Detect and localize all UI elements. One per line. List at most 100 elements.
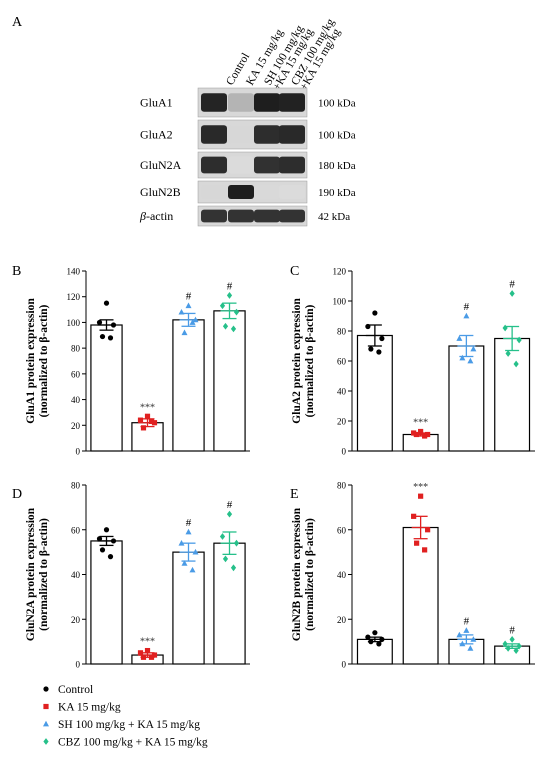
data-point [379, 335, 385, 342]
y-axis-label: GluA2 protein expression(normalized to β… [291, 298, 316, 424]
blot-protein-label: GluA2 [140, 128, 173, 142]
legend-circle-marker [43, 686, 49, 692]
blot-band [254, 156, 280, 174]
significance-label: *** [140, 402, 155, 413]
data-point [230, 564, 237, 572]
y-tick-label: 100 [333, 297, 347, 307]
blot-band [254, 93, 280, 112]
significance-label: # [186, 517, 192, 529]
blot-row: GluN2B 190 kDa [140, 180, 356, 204]
data-point [96, 536, 103, 542]
data-point [226, 510, 233, 518]
data-point [502, 640, 508, 648]
data-point [96, 319, 103, 326]
data-point [189, 319, 196, 325]
data-point [425, 527, 431, 533]
data-point [502, 324, 508, 332]
y-tick-label: 0 [342, 447, 347, 457]
blot-band [201, 209, 227, 223]
data-point [513, 647, 519, 654]
blot-protein-label: GluA1 [140, 96, 173, 110]
data-point [365, 634, 371, 640]
data-point [107, 554, 114, 560]
blot-protein-label: β-actin [139, 209, 173, 223]
data-point [456, 335, 463, 341]
data-point [425, 431, 431, 438]
data-point [151, 420, 158, 426]
blot-band [279, 209, 305, 223]
legend-label: SH 100 mg/kg + KA 15 mg/kg [58, 719, 200, 731]
data-point [178, 308, 185, 315]
y-tick-label: 40 [71, 570, 81, 580]
significance-label: # [186, 291, 192, 303]
blot-band [254, 125, 280, 144]
bar [402, 526, 439, 665]
blot-band [254, 184, 280, 200]
y-axis-label: GluN2B protein expression(normalized to … [291, 507, 316, 641]
data-point [509, 290, 515, 297]
legend-square-marker [43, 703, 49, 710]
data-point [516, 642, 522, 650]
y-tick-label: 80 [71, 344, 81, 354]
legend-item: SH 100 mg/kg + KA 15 mg/kg [43, 719, 200, 731]
data-point [411, 513, 417, 519]
blot-band [201, 156, 227, 174]
y-tick-label: 20 [71, 421, 81, 431]
data-point [376, 349, 382, 355]
y-tick-label: 60 [337, 357, 347, 367]
blot-band [279, 125, 305, 144]
data-point [140, 654, 147, 660]
blot-band [279, 184, 305, 200]
data-point [422, 547, 428, 553]
y-tick-label: 20 [71, 615, 81, 625]
data-point [233, 308, 240, 316]
bar [172, 319, 205, 452]
blot-band [254, 209, 280, 223]
y-tick-label: 60 [337, 525, 347, 535]
data-point [365, 323, 371, 330]
significance-label: # [464, 615, 470, 627]
data-point [463, 312, 470, 319]
y-tick-label: 0 [76, 660, 81, 670]
bar [448, 345, 485, 452]
panel-letter: B [12, 264, 21, 279]
legend-item: Control [43, 684, 93, 696]
blot-band [201, 125, 227, 144]
bar [213, 310, 246, 452]
data-point [110, 322, 117, 328]
data-point [422, 433, 428, 439]
data-point [189, 566, 196, 573]
blot-band [201, 93, 227, 112]
data-point [230, 325, 237, 333]
y-tick-label: 40 [71, 395, 81, 405]
bar [356, 638, 393, 665]
y-tick-label: 0 [342, 660, 347, 670]
blot-kda-label: 190 kDa [318, 187, 356, 199]
y-tick-label: 100 [67, 318, 81, 328]
legend-triangle-marker [43, 720, 49, 727]
blot-protein-label: GluN2B [140, 185, 181, 199]
blot-row: GluN2A 180 kDa [140, 151, 356, 179]
y-tick-label: 20 [337, 615, 347, 625]
significance-label: # [464, 301, 470, 313]
error-bar [97, 319, 116, 331]
charts: B GluA1 protein expression(normalized to … [12, 264, 535, 670]
blot-band [228, 125, 254, 144]
data-point [222, 322, 229, 330]
data-point [222, 555, 229, 563]
data-point [470, 345, 477, 352]
data-point [372, 630, 378, 636]
y-tick-label: 40 [337, 570, 347, 580]
data-point [99, 333, 106, 340]
bar [131, 422, 164, 452]
legend-diamond-marker [43, 738, 49, 745]
chart-panel-c: C GluA2 protein expression(normalized to … [290, 264, 535, 457]
blot-band [228, 209, 254, 223]
data-point [219, 533, 226, 540]
data-point [103, 527, 110, 533]
blot-kda-label: 100 kDa [318, 98, 356, 110]
data-point [418, 428, 424, 435]
y-tick-label: 120 [67, 292, 81, 302]
